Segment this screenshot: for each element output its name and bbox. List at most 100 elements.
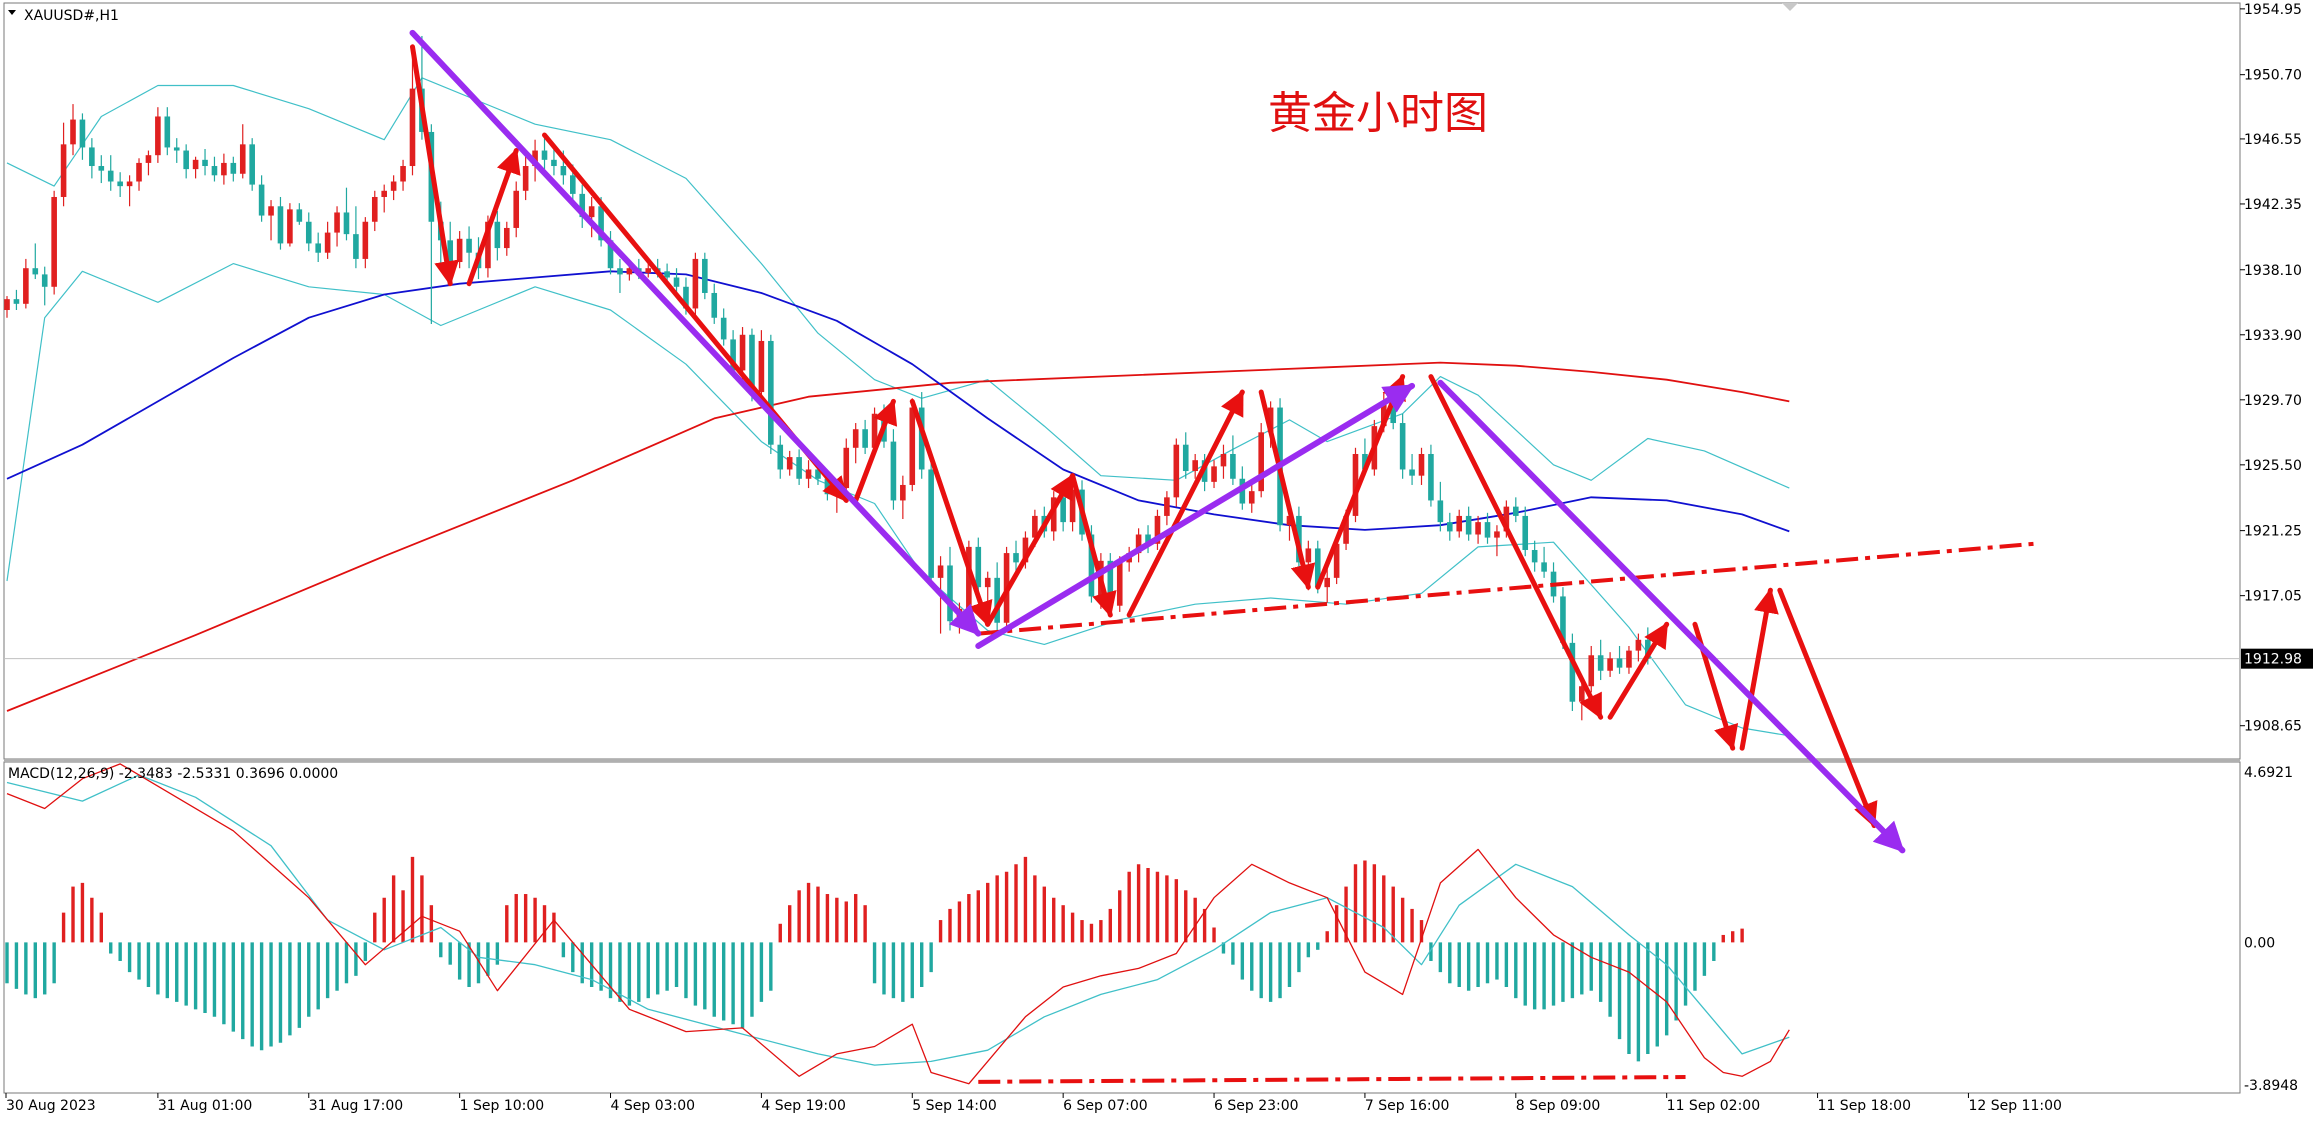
candle-body bbox=[277, 206, 284, 244]
candle-body bbox=[41, 274, 48, 287]
candle-body bbox=[400, 166, 406, 182]
candle-body bbox=[560, 166, 567, 176]
candle-body bbox=[786, 457, 793, 470]
candle-body bbox=[1192, 460, 1198, 472]
candle-body bbox=[1626, 650, 1632, 668]
candle-body bbox=[136, 162, 142, 182]
candle-body bbox=[1437, 500, 1444, 523]
candle-body bbox=[1013, 553, 1019, 563]
candle-body bbox=[1399, 423, 1406, 470]
candle-body bbox=[900, 484, 906, 501]
candle-body bbox=[570, 175, 576, 194]
macd-indicator-label: MACD(12,26,9) -2.3483 -2.5331 0.3696 0.0… bbox=[8, 766, 338, 782]
time-tick-label: 12 Sep 11:00 bbox=[1968, 1098, 2061, 1114]
candle-body bbox=[645, 268, 652, 273]
candle-body bbox=[862, 429, 868, 448]
candle-body bbox=[296, 209, 303, 222]
candle-body bbox=[768, 340, 774, 445]
time-tick-label: 6 Sep 23:00 bbox=[1214, 1098, 1299, 1114]
candle-body bbox=[343, 212, 350, 235]
moving-averages bbox=[4, 270, 2240, 712]
candle-body bbox=[1220, 453, 1227, 467]
price-tick-label: 1938.10 bbox=[2244, 263, 2302, 279]
candle-body bbox=[683, 286, 689, 309]
candle-body bbox=[513, 190, 520, 228]
candle-body bbox=[1258, 432, 1264, 492]
candle-body bbox=[1333, 543, 1340, 578]
candle-body bbox=[1588, 655, 1595, 687]
candle-body bbox=[117, 181, 123, 187]
red-arrow bbox=[909, 398, 993, 627]
candle-body bbox=[51, 196, 57, 287]
candle-body bbox=[607, 240, 614, 269]
candle-body bbox=[711, 292, 718, 318]
candle-body bbox=[1154, 515, 1161, 544]
candle-body bbox=[966, 546, 972, 609]
time-tick-label: 4 Sep 03:00 bbox=[611, 1098, 696, 1114]
candle-body bbox=[1182, 444, 1189, 472]
macd-tick-label: -3.8948 bbox=[2244, 1078, 2298, 1094]
price-tick-label: 1946.55 bbox=[2244, 132, 2302, 148]
candle-body bbox=[758, 340, 765, 393]
candle-body bbox=[1456, 515, 1463, 532]
red-arrow bbox=[1607, 621, 1670, 720]
candle-body bbox=[1305, 548, 1312, 563]
red-arrow bbox=[1428, 374, 1604, 720]
candle-body bbox=[1324, 577, 1330, 588]
chart-annotation-title: 黄金小时图 bbox=[1268, 88, 1488, 139]
time-tick-label: 7 Sep 16:00 bbox=[1365, 1098, 1450, 1114]
candle-body bbox=[852, 429, 859, 448]
candle-body bbox=[32, 268, 39, 275]
price-tick-label: 1917.05 bbox=[2244, 589, 2302, 605]
candle-body bbox=[1050, 497, 1057, 532]
bollinger-bands bbox=[6, 77, 1790, 737]
candle-body bbox=[334, 212, 340, 233]
red-arrow bbox=[409, 44, 460, 287]
time-tick-label: 8 Sep 09:00 bbox=[1516, 1098, 1601, 1114]
macd-signal-line bbox=[6, 774, 1790, 1066]
candle-body bbox=[1069, 489, 1076, 523]
candle-body bbox=[551, 159, 557, 167]
candle-body bbox=[1531, 549, 1538, 563]
support-trendlines bbox=[978, 541, 2035, 1084]
macd-panel bbox=[5, 763, 1790, 1085]
red-arrow bbox=[1070, 473, 1117, 618]
panel-separator bbox=[4, 759, 2240, 762]
candle-body bbox=[371, 196, 378, 222]
candle-body bbox=[315, 243, 321, 253]
candle-body bbox=[1616, 658, 1623, 668]
candle-body bbox=[211, 166, 218, 176]
candle-body bbox=[1286, 515, 1293, 526]
candle-body bbox=[485, 221, 491, 269]
candle-body bbox=[1418, 453, 1425, 476]
candle-body bbox=[664, 271, 670, 278]
candle-body bbox=[617, 268, 623, 275]
candle-body bbox=[871, 413, 878, 448]
candle-body bbox=[192, 159, 199, 170]
purple-arrow bbox=[409, 29, 982, 637]
price-tick-label: 1942.35 bbox=[2244, 197, 2302, 213]
time-tick-label: 30 Aug 2023 bbox=[6, 1098, 96, 1114]
candle-body bbox=[1475, 522, 1481, 535]
time-tick-label: 11 Sep 02:00 bbox=[1667, 1098, 1760, 1114]
price-tick-label: 1933.90 bbox=[2244, 328, 2302, 344]
price-tick-label: 1921.25 bbox=[2244, 524, 2302, 540]
candle-body bbox=[1597, 655, 1604, 671]
candle-body bbox=[494, 221, 501, 249]
candle-body bbox=[1107, 560, 1114, 606]
candle-body bbox=[1503, 506, 1510, 532]
candle-body bbox=[466, 238, 472, 253]
candle-body bbox=[947, 565, 953, 622]
candle-body bbox=[673, 277, 680, 287]
candle-body bbox=[984, 577, 991, 588]
candle-body bbox=[409, 88, 416, 167]
candle-body bbox=[1484, 522, 1491, 538]
candle-body bbox=[579, 193, 586, 218]
candle-body bbox=[1465, 515, 1472, 535]
candle-body bbox=[1607, 658, 1613, 671]
candle-body bbox=[909, 407, 916, 485]
candle-body bbox=[145, 155, 152, 163]
red-arrow bbox=[1258, 389, 1316, 590]
chart-frame bbox=[3, 2, 2241, 1094]
